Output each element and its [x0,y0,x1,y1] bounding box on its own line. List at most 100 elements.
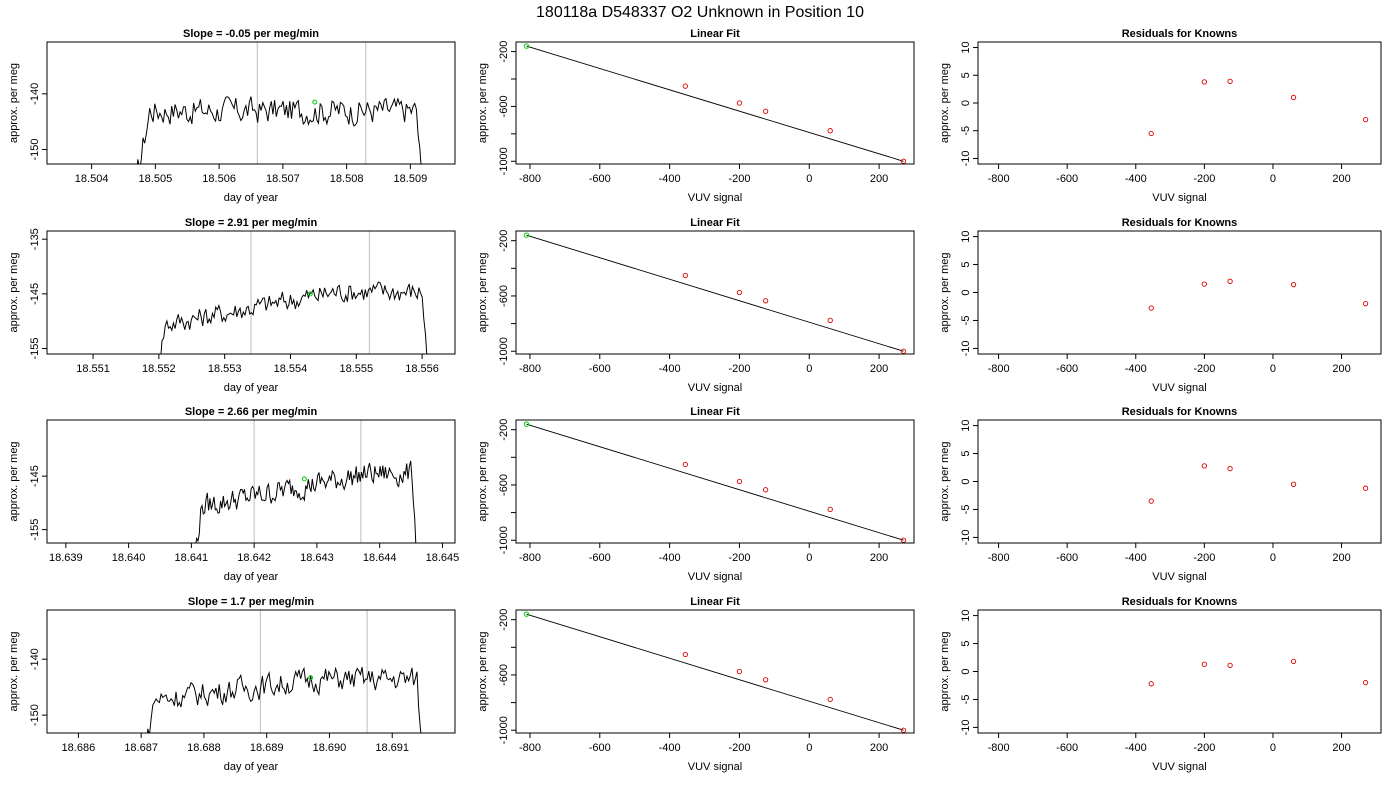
known-point-marker [762,677,769,683]
y-tick-label: 0 [960,478,972,484]
x-tick-label: 18.554 [274,363,308,375]
chart-panel: Residuals for Knowns -800 -600 -400 -200 0 200… [939,217,1382,394]
x-tick-label: 18.508 [330,173,364,185]
plot-area [1148,658,1369,687]
known-point-marker [827,317,833,324]
known-point-marker [827,506,833,513]
plot-area [523,421,907,543]
x-axis-label: VUV signal [1152,382,1206,394]
panel-grid: Slope = -0.05 per meg/min 18.504 18.505 18.… [8,28,1382,773]
plot-frame [46,230,456,355]
x-tick-label: -200 [1193,552,1215,564]
known-point-marker [1362,301,1369,307]
x-tick-label: 200 [870,363,888,375]
x-tick-label: -600 [589,742,611,754]
chart-title: Residuals for Knowns [1122,596,1238,608]
known-point-marker [1201,79,1208,85]
known-point-marker [1290,658,1297,665]
y-tick-label: 5 [960,261,972,267]
figure-title: 180118a D548337 O2 Unknown in Position 1… [536,4,864,21]
known-point-marker [762,108,769,114]
y-tick-label: -140 [29,648,41,670]
known-point-marker [1290,481,1297,487]
x-tick-label: 0 [806,363,812,375]
x-tick-label: 18.643 [300,552,334,564]
unknown-point-marker [308,675,314,681]
known-point-marker [1201,661,1208,667]
chart-title: Residuals for Knowns [1122,406,1238,418]
x-tick-label: 18.506 [202,173,236,185]
fit-line [526,234,904,352]
x-tick-label: 18.552 [142,363,176,375]
x-tick-label: -800 [988,742,1010,754]
y-tick-label: -600 [498,474,510,496]
plot-area [136,42,422,164]
chart-title: Linear Fit [690,28,740,40]
y-tick-label: 10 [960,41,972,53]
y-tick-label: -145 [29,465,41,487]
y-axis-label: approx. per meg [939,631,951,711]
y-tick-label: -155 [29,338,41,360]
x-axis-label: day of year [224,571,279,583]
x-tick-label: 18.690 [313,742,347,754]
chart-title: Linear Fit [690,596,740,608]
chart-title: Residuals for Knowns [1122,217,1238,229]
known-point-marker [736,668,743,675]
known-point-marker [827,696,833,703]
known-point-marker [682,272,688,279]
x-tick-label: -600 [1056,173,1078,185]
x-tick-label: 0 [1270,173,1276,185]
y-tick-label: -150 [29,139,41,161]
y-tick-label: -200 [498,419,510,441]
x-axis-label: day of year [224,761,279,773]
x-axis-label: VUV signal [688,382,742,394]
y-axis-label: approx. per meg [939,63,951,143]
chart-panel: Linear Fit -800 -600 -400 -200 0 200 -200 -600 -1… [477,28,915,204]
x-tick-label: 18.687 [124,742,158,754]
y-tick-label: -10 [960,529,972,545]
chart-panel: Slope = 1.7 per meg/min 18.686 18.687 18.68… [8,596,456,773]
x-tick-label: -200 [1193,363,1215,375]
y-tick-label: -200 [498,609,510,631]
chart-panel: Residuals for Knowns -800 -600 -400 -200 0 200… [939,28,1382,204]
x-tick-label: -800 [988,173,1010,185]
known-point-marker [1227,278,1233,284]
y-tick-label: -1000 [498,337,510,365]
chart-title: Slope = -0.05 per meg/min [183,28,319,40]
known-point-marker [1362,116,1369,123]
x-tick-label: -600 [589,552,611,564]
x-tick-label: -200 [728,742,750,754]
known-point-marker [900,348,907,354]
x-tick-label: 18.555 [339,363,373,375]
x-tick-label: 18.640 [112,552,146,564]
plot-frame [46,41,456,165]
y-tick-label: 5 [960,640,972,646]
chart-panel: Residuals for Knowns -800 -600 -400 -200 0 200… [939,406,1382,583]
x-tick-label: 18.641 [175,552,209,564]
y-tick-label: -10 [960,719,972,735]
known-point-marker [682,651,688,658]
known-point-marker [1227,662,1233,668]
plot-frame [515,419,915,544]
y-tick-label: 0 [960,668,972,674]
y-axis-label: approx. per meg [8,252,20,332]
plot-frame [46,609,456,734]
y-tick-label: -5 [960,695,972,705]
known-point-marker [1148,681,1154,687]
known-point-marker [1148,130,1154,137]
chart-panel: Slope = -0.05 per meg/min 18.504 18.505 18.… [8,28,456,204]
known-point-marker [900,158,907,164]
x-tick-label: -400 [659,173,681,185]
x-tick-label: 18.691 [375,742,409,754]
y-tick-label: -5 [960,505,972,515]
known-point-marker [762,487,769,493]
chart-panel: Linear Fit -800 -600 -400 -200 0 200 -200 -600 -1… [477,596,915,773]
y-axis-label: approx. per meg [477,441,489,521]
plot-area [523,43,907,164]
x-tick-label: -600 [1056,363,1078,375]
chart-title: Slope = 1.7 per meg/min [188,596,315,608]
known-point-marker [1148,305,1154,311]
y-tick-label: -150 [29,704,41,726]
x-tick-label: 18.504 [75,173,109,185]
